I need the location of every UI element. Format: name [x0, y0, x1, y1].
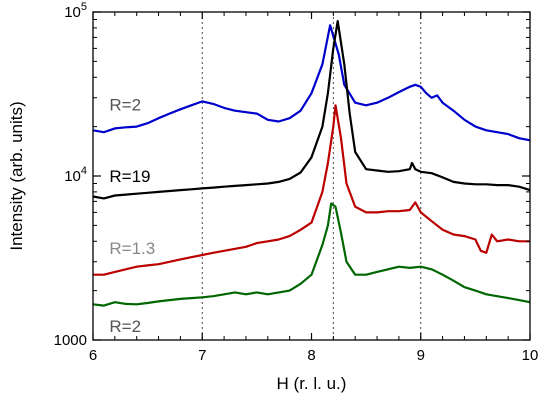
series-line-3 [92, 202, 531, 307]
series-label-3: R=2 [109, 317, 141, 336]
series-line-2 [93, 104, 530, 276]
y-axis-title: Intensity (arb. units) [7, 101, 26, 250]
plot-lines [92, 20, 531, 307]
series-line-0 [92, 24, 531, 142]
series-label-1: R=19 [109, 167, 150, 186]
x-tick-label: 6 [89, 347, 97, 364]
x-tick-label: 7 [198, 347, 206, 364]
y-tick-label: 104 [64, 165, 87, 185]
series-label-2: R=1.3 [109, 239, 155, 258]
series-line-1 [92, 20, 531, 200]
x-axis: 6 7 8 9 10 [89, 12, 538, 364]
y-axis: 1000 104 105 [54, 1, 530, 349]
y-tick-label: 1000 [54, 332, 87, 349]
x-tick-label: 10 [522, 347, 538, 364]
x-axis-title: H (r. l. u.) [277, 374, 347, 393]
y-tick-label: 105 [64, 1, 87, 21]
plot-frame [92, 11, 531, 341]
x-tick-label: 9 [417, 347, 425, 364]
series-label-0: R=2 [109, 96, 141, 115]
series-labels: R=2 R=19 R=1.3 R=2 [109, 96, 155, 336]
reference-lines [201, 12, 422, 340]
x-tick-label: 8 [307, 347, 315, 364]
